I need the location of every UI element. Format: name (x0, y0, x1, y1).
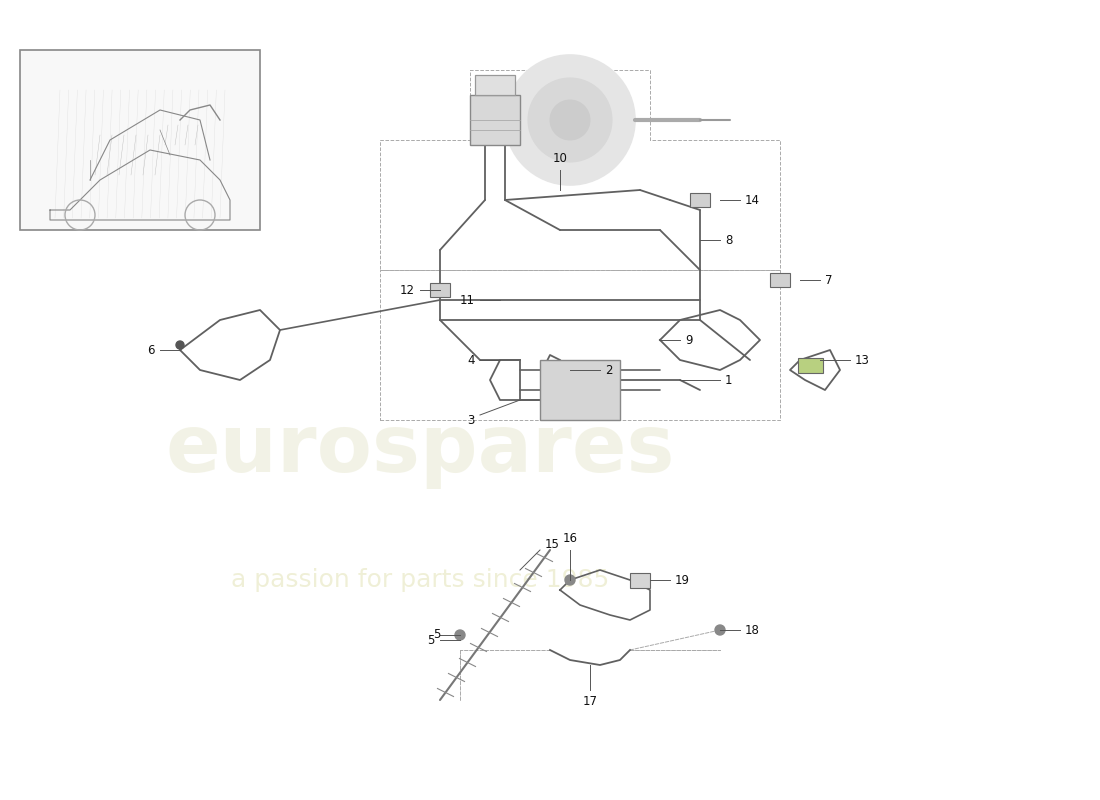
Circle shape (505, 55, 635, 185)
Text: eurospares: eurospares (165, 411, 674, 489)
Text: 13: 13 (855, 354, 870, 366)
Circle shape (455, 630, 465, 640)
Circle shape (550, 100, 590, 140)
Text: 4: 4 (468, 354, 475, 366)
Circle shape (176, 341, 184, 349)
Circle shape (715, 625, 725, 635)
Text: 5: 5 (428, 634, 435, 646)
Bar (770, 273, 790, 287)
Circle shape (565, 575, 575, 585)
Text: 5: 5 (432, 629, 440, 642)
Bar (798, 358, 823, 373)
Text: 16: 16 (562, 532, 578, 545)
Text: 6: 6 (147, 343, 155, 357)
Bar (690, 193, 710, 207)
Text: 1: 1 (725, 374, 733, 386)
Text: 19: 19 (675, 574, 690, 586)
Text: 10: 10 (552, 152, 568, 165)
Text: 11: 11 (460, 294, 475, 306)
Text: 14: 14 (745, 194, 760, 206)
Bar (20, 50, 260, 230)
Text: 3: 3 (468, 414, 475, 426)
Text: 12: 12 (400, 283, 415, 297)
Text: 15: 15 (544, 538, 560, 551)
Text: 7: 7 (825, 274, 833, 286)
Text: 18: 18 (745, 623, 760, 637)
Bar (430, 283, 450, 297)
Bar (470, 95, 520, 145)
Circle shape (528, 78, 612, 162)
Text: 2: 2 (605, 363, 613, 377)
Text: 8: 8 (725, 234, 733, 246)
Bar (630, 573, 650, 587)
Bar (540, 360, 620, 420)
Bar (475, 75, 515, 95)
Text: 9: 9 (685, 334, 693, 346)
Text: 17: 17 (583, 695, 597, 708)
Text: a passion for parts since 1985: a passion for parts since 1985 (231, 568, 609, 592)
